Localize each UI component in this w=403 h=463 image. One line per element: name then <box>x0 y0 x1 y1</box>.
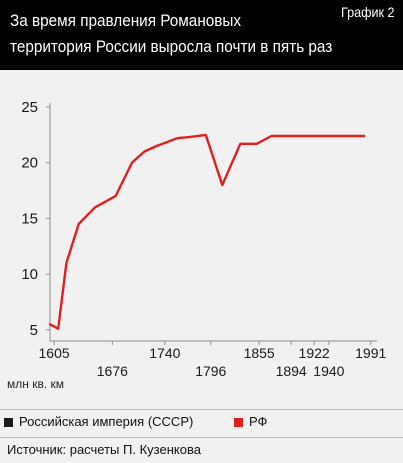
source-note: Источник: расчеты П. Кузенкова <box>7 442 201 457</box>
chart-number-badge: График 2 <box>341 4 395 20</box>
y-tick-label: 20 <box>21 155 38 172</box>
y-tick-label: 10 <box>21 266 38 283</box>
legend-item-empire: Российская империя (СССР) <box>4 414 193 429</box>
legend-label-rf: РФ <box>249 414 268 429</box>
chart-title-line-2: территория России выросла почти в пять р… <box>10 37 333 56</box>
x-tick-label: 1855 <box>244 345 275 361</box>
x-tick-label: 1605 <box>39 345 70 361</box>
chart-header: За время правления Романовых территория … <box>0 0 403 70</box>
x-tick-label: 1740 <box>149 345 180 361</box>
legend-item-rf: РФ <box>234 414 267 429</box>
x-tick-label: 1922 <box>299 345 330 361</box>
legend-label-empire: Российская империя (СССР) <box>19 414 194 429</box>
series-line-rf <box>48 133 366 330</box>
y-tick-label: 15 <box>21 210 38 227</box>
source-top-divider <box>0 437 403 438</box>
legend-swatch-empire <box>4 418 13 427</box>
x-tick-label: 1894 <box>276 363 307 376</box>
line-chart: 5 10 15 20 25 1605 1740 1855 1922 1991 1676 1796 189… <box>21 99 386 376</box>
y-tick-label: 25 <box>21 99 38 116</box>
x-tick-label: 1991 <box>355 345 386 361</box>
chart-title-line-1: За время правления Романовых <box>10 11 242 30</box>
y-axis-unit-label: млн кв. км <box>7 377 65 391</box>
legend-swatch-rf <box>234 418 243 427</box>
x-tick-label: 1940 <box>313 363 344 376</box>
y-tick-label: 5 <box>30 322 38 339</box>
x-tick-label: 1796 <box>195 363 226 376</box>
legend-top-divider <box>0 409 403 410</box>
x-tick-label: 1676 <box>97 363 128 376</box>
